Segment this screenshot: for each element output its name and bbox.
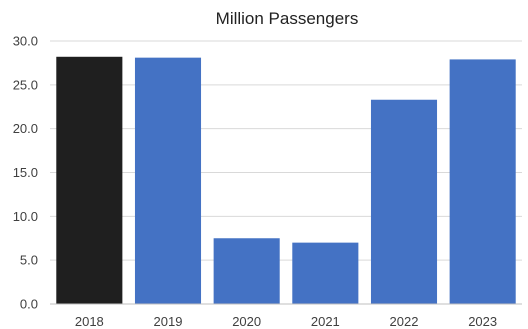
x-tick-label: 2020: [232, 314, 261, 329]
x-tick-label: 2023: [468, 314, 497, 329]
bar-2018: [56, 56, 123, 304]
bar-2019: [134, 57, 202, 305]
y-tick-label: 5.0: [20, 253, 38, 268]
y-tick-label: 15.0: [13, 165, 38, 180]
bar-2023: [449, 59, 516, 304]
y-tick-label: 25.0: [13, 77, 38, 92]
chart-title: Million Passengers: [216, 9, 359, 28]
x-tick-label: 2022: [390, 314, 419, 329]
bars: [56, 56, 516, 305]
bar-2021: [292, 242, 359, 304]
y-tick-label: 0.0: [20, 297, 38, 312]
y-tick-label: 20.0: [13, 121, 38, 136]
x-tick-label: 2021: [311, 314, 340, 329]
x-tick-label: 2018: [75, 314, 104, 329]
y-tick-label: 10.0: [13, 209, 38, 224]
x-axis-tick-labels: 2018 2019 2020 2021 2022 2023: [75, 314, 497, 329]
y-tick-label: 30.0: [13, 34, 38, 49]
x-tick-label: 2019: [154, 314, 183, 329]
y-axis-tick-labels: 0.0 5.0 10.0 15.0 20.0 25.0 30.0: [13, 34, 38, 312]
bar-2020: [213, 238, 280, 304]
gridlines: [50, 40, 522, 261]
bar-2022: [370, 99, 438, 304]
